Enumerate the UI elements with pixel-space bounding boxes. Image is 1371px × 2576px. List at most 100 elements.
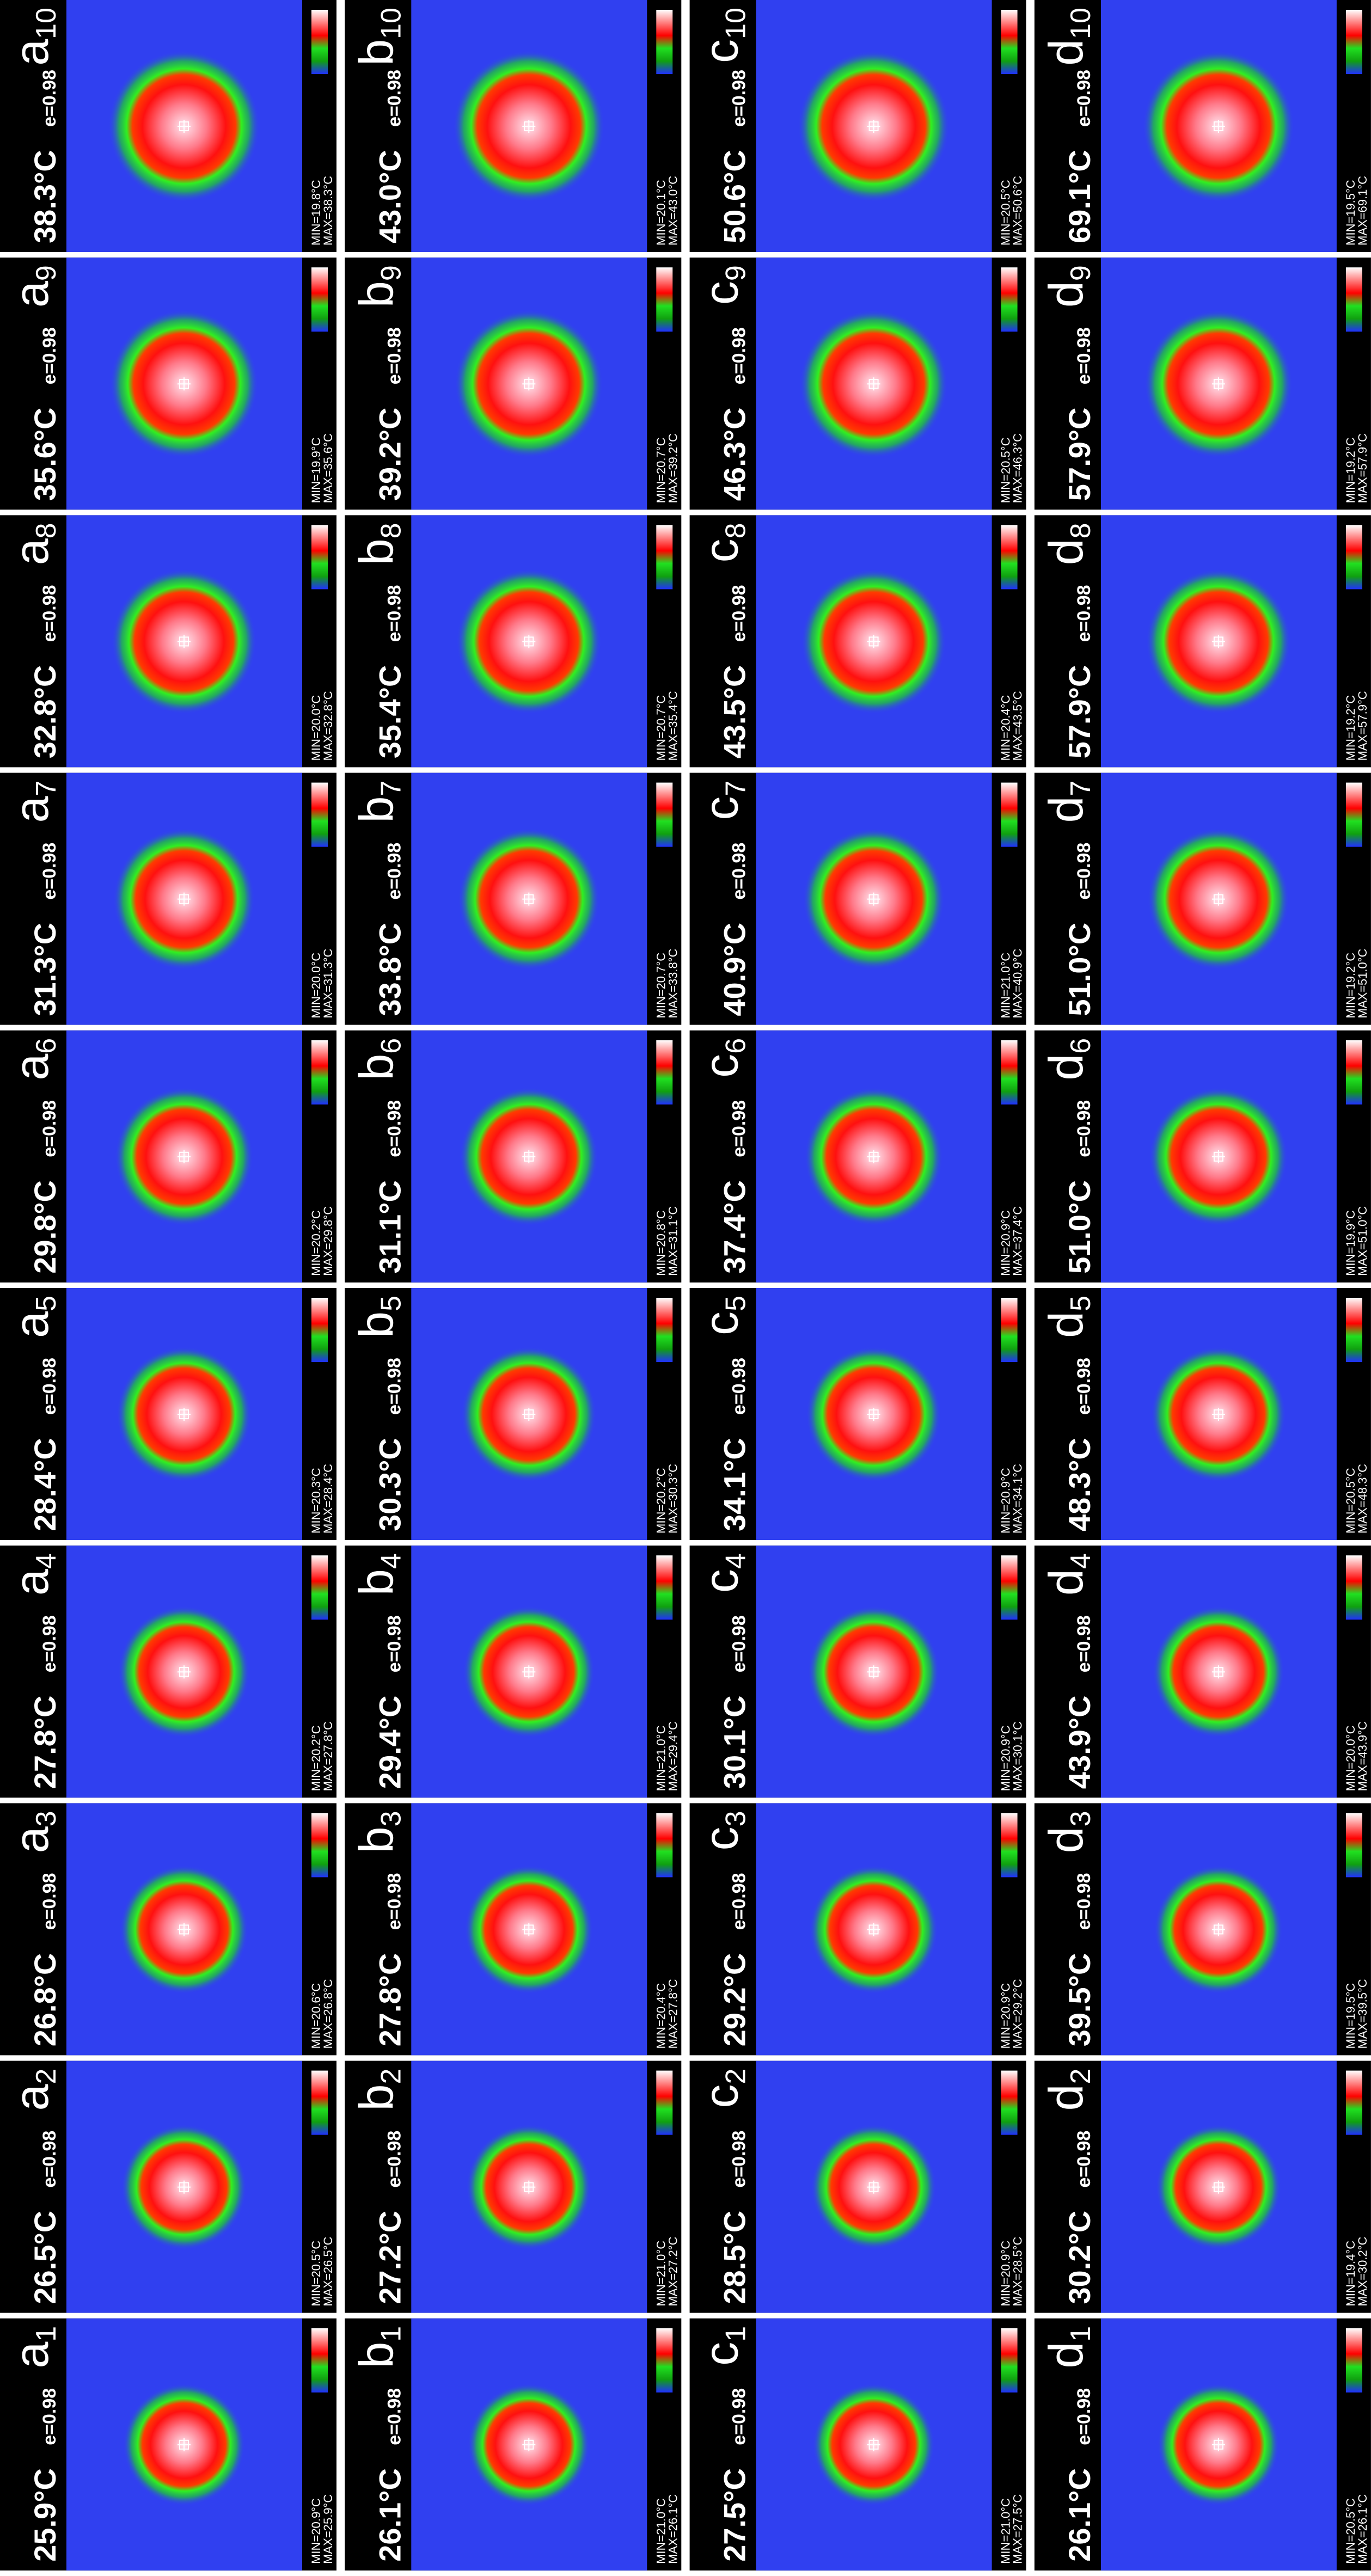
temperature: 28.5°C xyxy=(718,2211,752,2304)
crosshair-box xyxy=(868,1667,879,1677)
panel-letter: c xyxy=(694,2342,748,2366)
panel-letter: c xyxy=(694,281,748,305)
color-scale xyxy=(311,1555,328,1620)
color-scale xyxy=(311,1040,328,1105)
temperature: 30.2°C xyxy=(1062,2211,1097,2304)
color-scale xyxy=(1345,2070,1362,2135)
color-scale xyxy=(311,2328,328,2393)
max-temp: MAX=27.2°C xyxy=(666,2236,680,2306)
crosshair-box xyxy=(868,1924,879,1935)
temperature: 35.4°C xyxy=(372,665,407,759)
min-temp: MIN=20.3°C xyxy=(309,1468,323,1534)
panel-letter: d xyxy=(1039,538,1093,565)
panel-label: c1 xyxy=(694,2326,752,2366)
color-scale xyxy=(311,2070,328,2135)
max-temp: MAX=30.2°C xyxy=(1356,2236,1369,2306)
temperature: 39.5°C xyxy=(1062,1953,1097,2047)
color-scale xyxy=(1001,1298,1018,1362)
panel-label: d2 xyxy=(1039,2069,1097,2111)
min-temp: MIN=20.0°C xyxy=(309,695,323,761)
temperature: 33.8°C xyxy=(372,923,407,1016)
color-scale xyxy=(1001,2070,1018,2135)
max-temp: MAX=28.4°C xyxy=(321,1464,335,1534)
color-scale xyxy=(656,1298,673,1362)
panel-index: 8 xyxy=(375,523,407,538)
emissivity: e=0.98 xyxy=(1074,585,1094,642)
min-temp: MIN=20.9°C xyxy=(999,1210,1013,1276)
max-temp: MAX=28.5°C xyxy=(1011,2236,1025,2306)
temperature: 26.5°C xyxy=(28,2211,62,2304)
crosshair-box xyxy=(179,894,189,904)
panel-label: c4 xyxy=(694,1553,752,1593)
emissivity: e=0.98 xyxy=(384,2388,405,2445)
min-temp: MIN=20.5°C xyxy=(1344,2498,1357,2564)
color-scale xyxy=(656,267,673,332)
color-scale xyxy=(1345,1555,1362,1620)
min-temp: MIN=21.0°C xyxy=(654,1725,668,1791)
min-temp: MIN=20.7°C xyxy=(654,695,668,761)
emissivity: e=0.98 xyxy=(729,327,750,384)
emissivity: e=0.98 xyxy=(384,843,405,900)
temperature: 35.6°C xyxy=(28,407,62,501)
panel-label: a8 xyxy=(4,523,62,565)
max-temp: MAX=43.0°C xyxy=(666,176,680,246)
emissivity: e=0.98 xyxy=(384,1100,405,1157)
crosshair-box xyxy=(524,121,534,131)
panel-index: 3 xyxy=(1065,1811,1097,1826)
panel-letter: b xyxy=(349,1311,403,1338)
color-scale xyxy=(311,1813,328,1878)
panel-letter: d xyxy=(1039,39,1093,66)
panel-index: 10 xyxy=(1065,8,1097,39)
panel-index: 4 xyxy=(375,1553,407,1569)
max-temp: MAX=30.1°C xyxy=(1011,1721,1025,1791)
crosshair-box xyxy=(524,1409,534,1419)
panel-letter: d xyxy=(1039,796,1093,823)
crosshair-box xyxy=(524,379,534,389)
color-scale xyxy=(656,2070,673,2135)
min-temp: MIN=20.8°C xyxy=(654,1210,668,1276)
panel-index: 6 xyxy=(30,1038,62,1054)
crosshair-box xyxy=(179,2182,189,2192)
crosshair-box xyxy=(179,636,189,647)
max-temp: MAX=27.8°C xyxy=(321,1721,335,1791)
color-scale xyxy=(311,267,328,332)
max-temp: MAX=57.9°C xyxy=(1356,433,1369,503)
emissivity: e=0.98 xyxy=(729,1615,750,1672)
panel-label: b2 xyxy=(349,2069,407,2111)
panel-label: d1 xyxy=(1039,2326,1097,2369)
color-scale xyxy=(1345,10,1362,74)
panel-letter: c xyxy=(694,1311,748,1335)
color-scale xyxy=(1001,2328,1018,2393)
crosshair-box xyxy=(179,121,189,131)
min-temp: MIN=20.5°C xyxy=(999,437,1013,503)
panel-label: a4 xyxy=(4,1553,62,1596)
crosshair-box xyxy=(868,121,879,131)
panel-letter: a xyxy=(4,281,58,308)
temperature: 25.9°C xyxy=(28,2468,62,2562)
temperature: 29.8°C xyxy=(28,1180,62,1274)
temperature: 27.5°C xyxy=(718,2468,752,2562)
panel-label: c5 xyxy=(694,1296,752,1335)
panel-index: 4 xyxy=(30,1553,62,1569)
panel-index: 7 xyxy=(30,781,62,796)
temperature: 43.5°C xyxy=(718,665,752,759)
panel-label: d8 xyxy=(1039,523,1097,565)
panel-letter: c xyxy=(694,1569,748,1593)
emissivity: e=0.98 xyxy=(39,1358,60,1415)
panel-letter: a xyxy=(4,1826,58,1853)
max-temp: MAX=35.6°C xyxy=(321,433,335,503)
panel-label: c7 xyxy=(694,781,752,820)
panel-index: 9 xyxy=(30,265,62,281)
panel-letter: a xyxy=(4,39,58,66)
panel-index: 1 xyxy=(30,2326,62,2342)
temperature: 26.1°C xyxy=(1062,2468,1097,2562)
emissivity: e=0.98 xyxy=(1074,327,1094,384)
